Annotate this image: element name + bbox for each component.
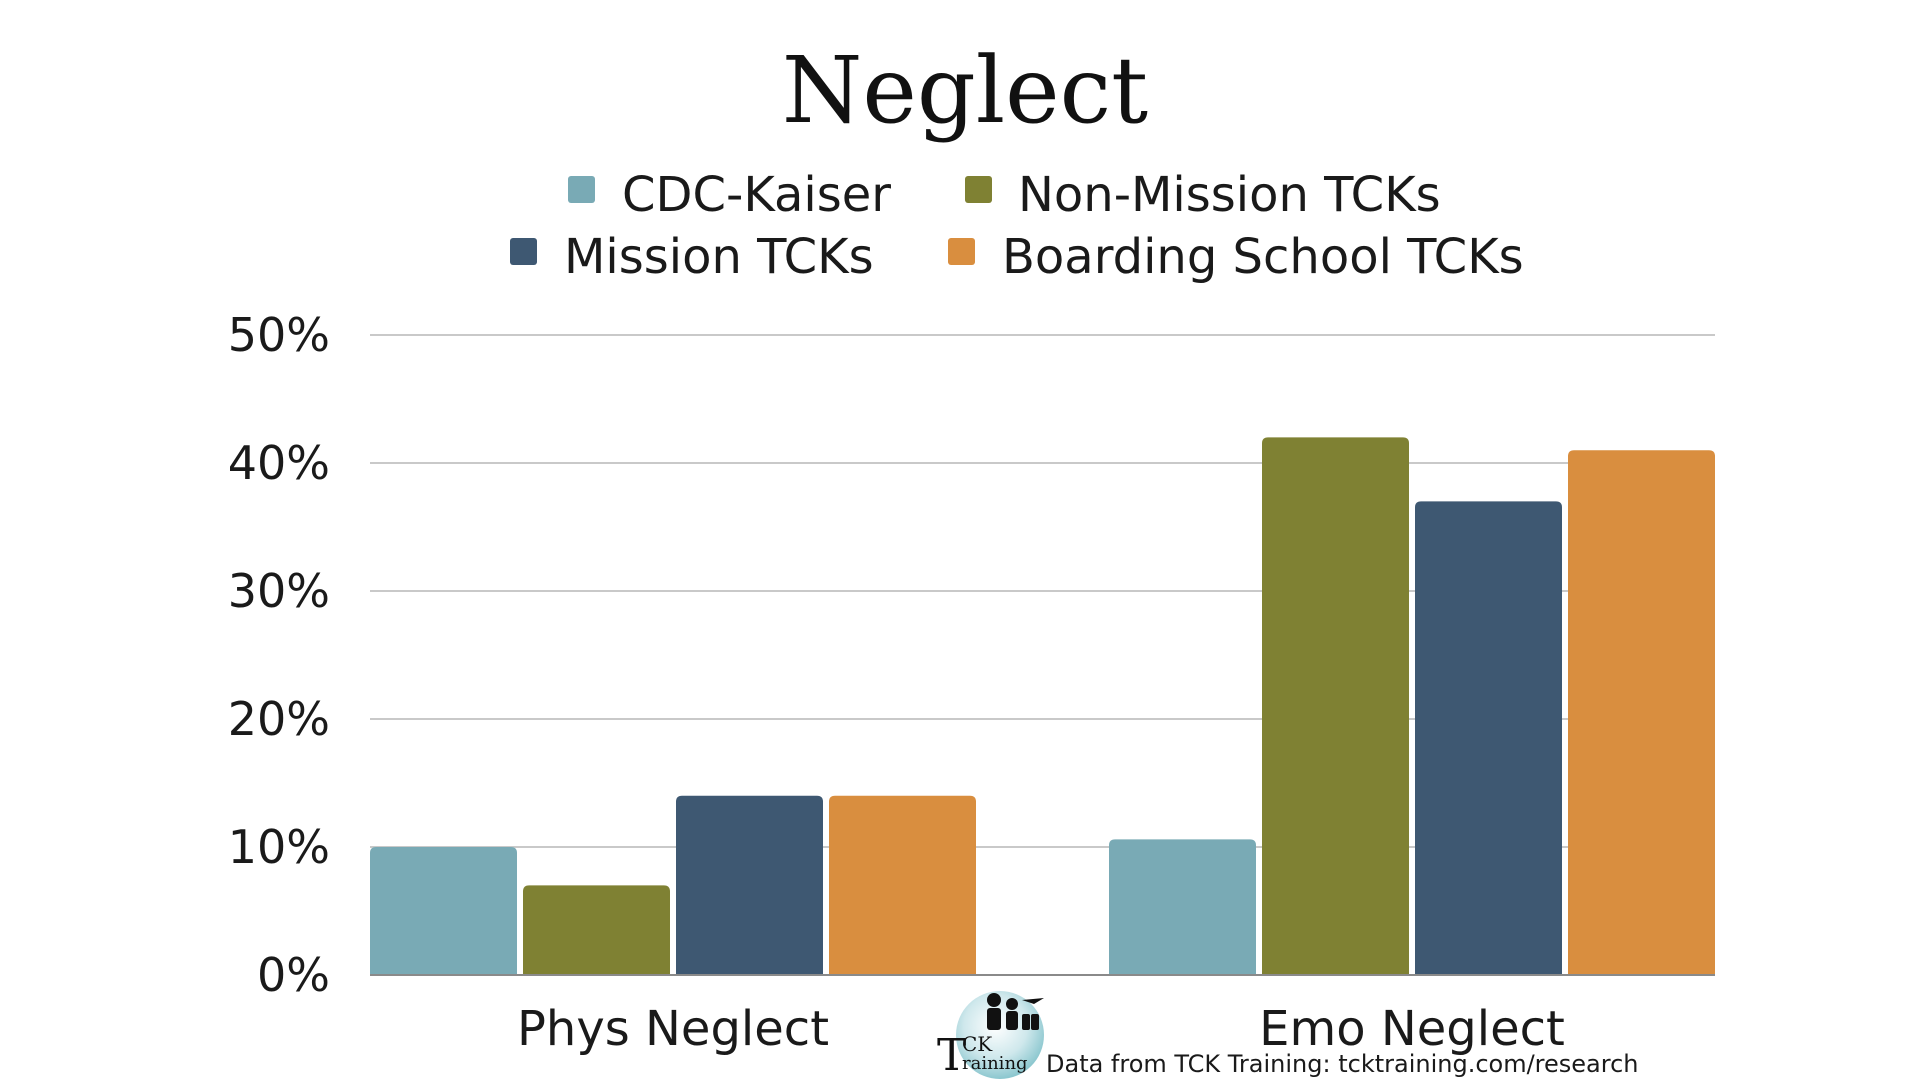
bars	[370, 437, 1715, 975]
category-label: Phys Neglect	[517, 1001, 829, 1057]
legend-label: Mission TCKs	[564, 229, 874, 285]
bar-non-mission-tcks-phys-neglect	[523, 885, 670, 975]
bar-cdc-kaiser-emo-neglect	[1109, 839, 1256, 975]
y-tick-label: 30%	[228, 564, 330, 618]
logo-globe-icon	[956, 991, 1044, 1079]
legend-label: Boarding School TCKs	[1002, 229, 1524, 285]
legend-label: CDC-Kaiser	[622, 167, 891, 223]
svg-text:T: T	[937, 1030, 966, 1080]
y-tick-label: 10%	[228, 820, 330, 874]
y-tick-label: 0%	[257, 948, 330, 1002]
y-tick-label: 20%	[228, 692, 330, 746]
svg-text:CK: CK	[962, 1032, 993, 1056]
bar-boarding-school-tcks-phys-neglect	[829, 795, 976, 975]
svg-text:raining: raining	[962, 1053, 1028, 1074]
legend-label: Non-Mission TCKs	[1018, 167, 1441, 223]
bar-mission-tcks-phys-neglect	[676, 795, 823, 975]
legend-swatch	[948, 238, 975, 265]
bar-non-mission-tcks-emo-neglect	[1262, 437, 1409, 975]
y-tick-label: 50%	[228, 308, 330, 362]
source-note: Data from TCK Training: tcktraining.com/…	[1046, 1050, 1639, 1078]
tck-training-logo: T CK raining	[937, 991, 1044, 1080]
legend-swatch	[568, 176, 595, 203]
legend-swatch	[510, 238, 537, 265]
logo-family-icon	[987, 993, 1044, 1030]
legend-swatch	[965, 176, 992, 203]
y-axis: 0% 10% 20% 30% 40% 50%	[228, 308, 330, 1002]
bar-boarding-school-tcks-emo-neglect	[1568, 450, 1715, 975]
x-axis: Phys Neglect Emo Neglect	[370, 974, 1715, 1057]
chart-title: Neglect	[782, 37, 1148, 144]
legend: CDC-Kaiser Non-Mission TCKs Mission TCKs Bo…	[510, 167, 1524, 285]
category-label: Emo Neglect	[1259, 1001, 1565, 1057]
bar-mission-tcks-emo-neglect	[1415, 501, 1562, 975]
y-tick-label: 40%	[228, 436, 330, 490]
bar-cdc-kaiser-phys-neglect	[370, 847, 517, 975]
